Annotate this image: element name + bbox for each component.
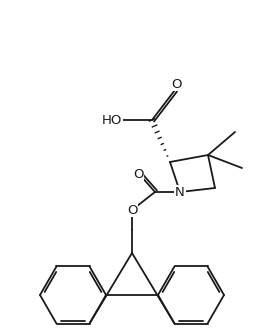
Text: HO: HO <box>102 114 122 126</box>
Text: N: N <box>175 186 185 199</box>
Text: O: O <box>127 204 137 216</box>
Text: O: O <box>172 77 182 91</box>
Text: O: O <box>133 168 143 181</box>
